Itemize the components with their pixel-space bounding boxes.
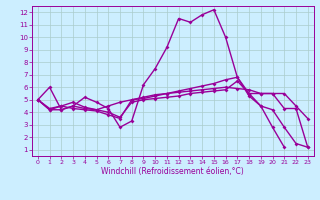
X-axis label: Windchill (Refroidissement éolien,°C): Windchill (Refroidissement éolien,°C)	[101, 167, 244, 176]
